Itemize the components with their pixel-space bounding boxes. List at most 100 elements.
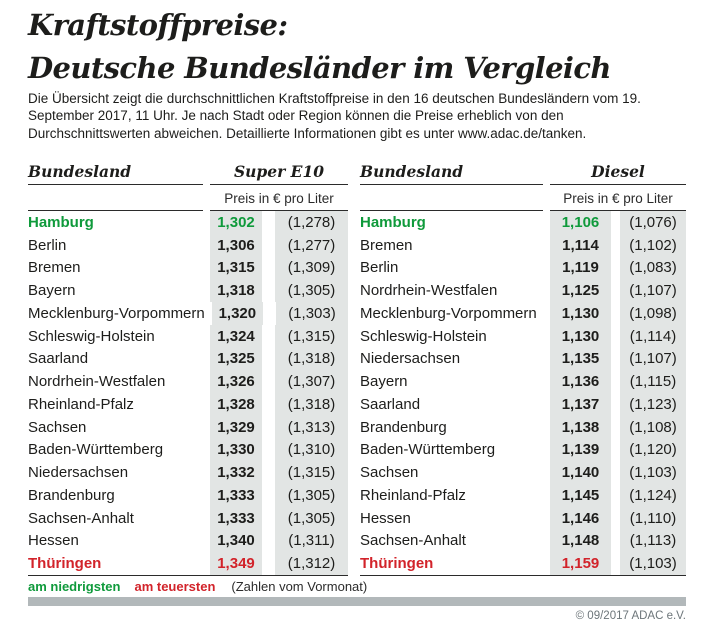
current-price: 1,137 [550,393,611,416]
current-price: 1,125 [550,279,611,302]
table-row: Schleswig-Holstein 1,324 (1,315) [28,324,348,348]
previous-month-price: (1,318) [275,347,348,371]
current-price: 1,349 [210,552,262,575]
table-header: Bundesland Super E10 [28,158,348,185]
table-row: Hamburg 1,106 (1,076) [360,211,686,234]
table-row: Bremen 1,114 (1,102) [360,233,686,257]
state-name: Bayern [360,373,408,391]
table-row: Bayern 1,318 (1,305) [28,279,348,302]
previous-month-price: (1,098) [620,302,686,325]
bundesland-column-header: Bundesland [28,158,203,185]
state-name: Hessen [28,532,79,550]
table-row: Berlin 1,306 (1,277) [28,233,348,257]
previous-month-price: (1,124) [620,484,686,507]
current-price: 1,139 [550,438,611,462]
current-price: 1,140 [550,461,611,484]
table-row: Hessen 1,146 (1,110) [360,506,686,530]
state-name: Mecklenburg-Vorpommern [28,304,205,322]
previous-month-price: (1,107) [620,279,686,302]
page-title-line2: Deutsche Bundesländer im Vergleich [28,51,612,85]
current-price: 1,315 [210,256,262,280]
state-name: Brandenburg [360,418,447,436]
diesel-table: Bundesland Diesel Preis in € pro Liter H… [360,158,686,576]
table-row: Nordrhein-Westfalen 1,326 (1,307) [28,370,348,393]
previous-month-price: (1,312) [275,552,348,575]
legend-highest-label: am teuersten [134,579,216,594]
current-price: 1,340 [210,529,262,553]
table-row: Sachsen-Anhalt 1,148 (1,113) [360,529,686,553]
previous-month-price: (1,123) [620,393,686,416]
current-price: 1,138 [550,415,611,439]
previous-month-price: (1,315) [275,461,348,484]
current-price: 1,130 [550,302,611,325]
table-row: Mecklenburg-Vorpommern 1,320 (1,303) [28,302,349,325]
state-name: Berlin [28,236,67,254]
state-name: Mecklenburg-Vorpommern [360,304,537,322]
fuel-type-header: Diesel [550,158,686,185]
table-row: Hessen 1,340 (1,311) [28,529,348,553]
current-price: 1,329 [210,415,262,439]
table-row: Niedersachsen 1,135 (1,107) [360,347,686,371]
current-price: 1,106 [550,211,611,234]
page-title-line1: Kraftstoffpreise: [28,8,288,42]
current-price: 1,146 [550,506,611,530]
fuel-type-header: Super E10 [210,158,348,185]
previous-month-price: (1,110) [620,506,686,530]
current-price: 1,302 [210,211,262,234]
current-price: 1,145 [550,484,611,507]
previous-month-price: (1,307) [275,370,348,393]
table-row: Nordrhein-Westfalen 1,125 (1,107) [360,279,686,302]
state-name: Niedersachsen [360,350,461,368]
state-name: Hamburg [28,213,94,231]
state-name: Brandenburg [28,486,115,504]
table-rows: Hamburg 1,302 (1,278) Berlin 1,306 (1,277) Bre… [28,211,349,576]
table-row: Sachsen 1,140 (1,103) [360,461,686,484]
current-price: 1,326 [210,370,262,393]
state-name: Nordrhein-Westfalen [360,282,498,300]
previous-month-price: (1,313) [275,415,348,439]
table-row: Baden-Württemberg 1,330 (1,310) [28,438,348,462]
current-price: 1,320 [211,302,264,325]
previous-month-price: (1,305) [275,484,348,507]
table-row: Thüringen 1,349 (1,312) [28,552,348,575]
previous-month-price: (1,120) [620,438,686,462]
current-price: 1,119 [550,256,611,280]
subheader-spacer [28,210,203,211]
legend-note: (Zahlen vom Vormonat) [231,579,368,594]
table-row: Sachsen-Anhalt 1,333 (1,305) [28,506,348,530]
current-price: 1,332 [210,461,262,484]
previous-month-price: (1,115) [620,370,686,393]
previous-month-price: (1,318) [275,393,348,416]
current-price: 1,306 [210,233,262,257]
table-row: Rheinland-Pfalz 1,145 (1,124) [360,484,686,507]
previous-month-price: (1,305) [275,506,348,530]
current-price: 1,159 [550,552,611,575]
state-name: Baden-Württemberg [28,441,164,459]
previous-month-price: (1,278) [275,211,348,234]
current-price: 1,333 [210,506,262,530]
previous-month-price: (1,315) [275,324,348,348]
current-price: 1,325 [210,347,262,371]
unit-label: Preis in € pro Liter [210,185,348,211]
table-row: Sachsen 1,329 (1,313) [28,415,348,439]
state-name: Schleswig-Holstein [28,327,155,345]
table-row: Rheinland-Pfalz 1,328 (1,318) [28,393,348,416]
table-row: Brandenburg 1,333 (1,305) [28,484,348,507]
unit-label: Preis in € pro Liter [550,185,686,211]
previous-month-price: (1,076) [620,211,686,234]
table-row: Hamburg 1,302 (1,278) [28,211,348,234]
table-subheader: Preis in € pro Liter [360,185,686,211]
previous-month-price: (1,107) [620,347,686,371]
current-price: 1,114 [550,233,611,257]
state-name: Rheinland-Pfalz [360,486,466,504]
table-row: Berlin 1,119 (1,083) [360,256,686,280]
current-price: 1,324 [210,324,262,348]
previous-month-price: (1,103) [620,461,686,484]
table-row: Brandenburg 1,138 (1,108) [360,415,686,439]
table-row: Thüringen 1,159 (1,103) [360,552,686,575]
state-name: Niedersachsen [28,464,129,482]
table-row: Bayern 1,136 (1,115) [360,370,686,393]
table-subheader: Preis in € pro Liter [28,185,348,211]
bundesland-column-header: Bundesland [360,158,543,185]
